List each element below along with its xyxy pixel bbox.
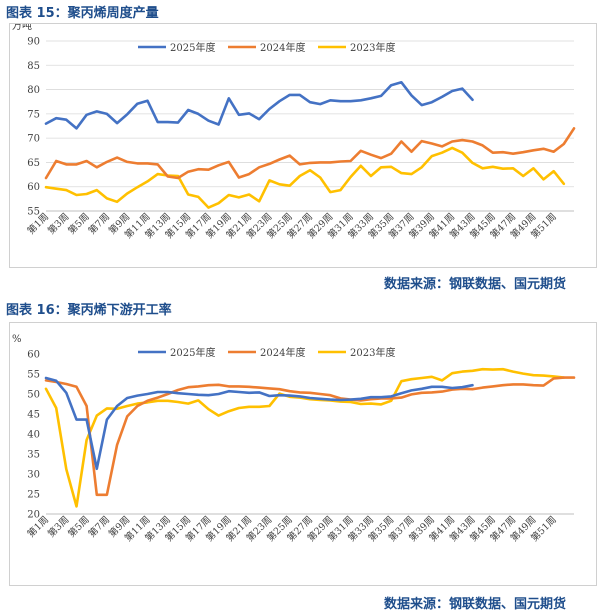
y-tick-label: 90 [27,37,40,48]
y-tick-label: 55 [27,370,40,381]
y-tick-label: 80 [27,85,40,96]
series-line [44,127,576,180]
y-tick-label: 25 [27,490,40,501]
chart-panel-operating-rate: % 20 25 30 35 40 45 50 55 60 第1周 第3周 第5周 第7周 第9周 第11周 第1… [9,322,597,586]
series-line [44,146,566,209]
legend-label: 2025年度 [170,41,215,54]
y-tick-label: 50 [27,390,40,401]
y-tick-label: 45 [27,410,40,421]
figure-title-text: 聚丙烯周度产量 [67,6,159,21]
y-tick-label: 85 [27,61,40,72]
x-tick-label: 第7周 [86,514,112,540]
y-tick-label: 60 [27,182,40,193]
line-chart-downstream-operating-rate: %202530354045505560第1周第3周第5周第7周第9周第11周第1… [12,334,576,544]
y-tick-label: 30 [27,470,40,481]
figure-title-16: 图表 16：聚丙烯下游开工率 [6,299,172,318]
y-tick-label: 70 [27,134,40,145]
x-tick-label: 第7周 [86,211,112,237]
y-tick-label: 20 [27,510,40,521]
data-source: 数据来源：钢联数据、国元期货 [383,597,566,612]
legend-label: 2024年度 [260,346,305,359]
series-line [44,376,576,497]
figure-title-15: 图表 15：聚丙烯周度产量 [6,2,159,21]
x-tick-label: 第3周 [45,211,71,237]
legend-label: 2024年度 [260,41,305,54]
figure-label: 图表 16： [6,303,68,318]
y-tick-label: 60 [27,350,40,361]
y-axis-unit: % [12,334,22,345]
y-tick-label: 65 [27,158,40,169]
data-source: 数据来源：钢联数据、国元期货 [383,277,566,292]
series-line [44,376,474,471]
figure-title-text: 聚丙烯下游开工率 [67,303,172,318]
y-tick-label: 35 [27,450,40,461]
series-line [44,367,566,508]
x-tick-label: 第5周 [66,514,92,540]
y-tick-label: 55 [27,207,40,218]
legend-label: 2023年度 [350,41,395,54]
figure-label: 图表 15： [6,6,68,21]
x-tick-label: 第3周 [45,514,71,540]
x-tick-label: 第5周 [66,211,92,237]
y-tick-label: 40 [27,430,40,441]
legend-label: 2023年度 [350,346,395,359]
y-tick-label: 75 [27,109,40,120]
chart-panel-production: 万吨 55 60 65 70 75 80 85 90 第1周 第3周 第5周 第7周 第9周 第11周 第13… [9,19,597,268]
y-axis-unit: 万吨 [12,24,32,32]
legend-label: 2025年度 [170,346,215,359]
line-chart-weekly-production: 万吨5560657075808590第1周第3周第5周第7周第9周第11周第13… [12,19,576,241]
series-line [44,80,474,130]
